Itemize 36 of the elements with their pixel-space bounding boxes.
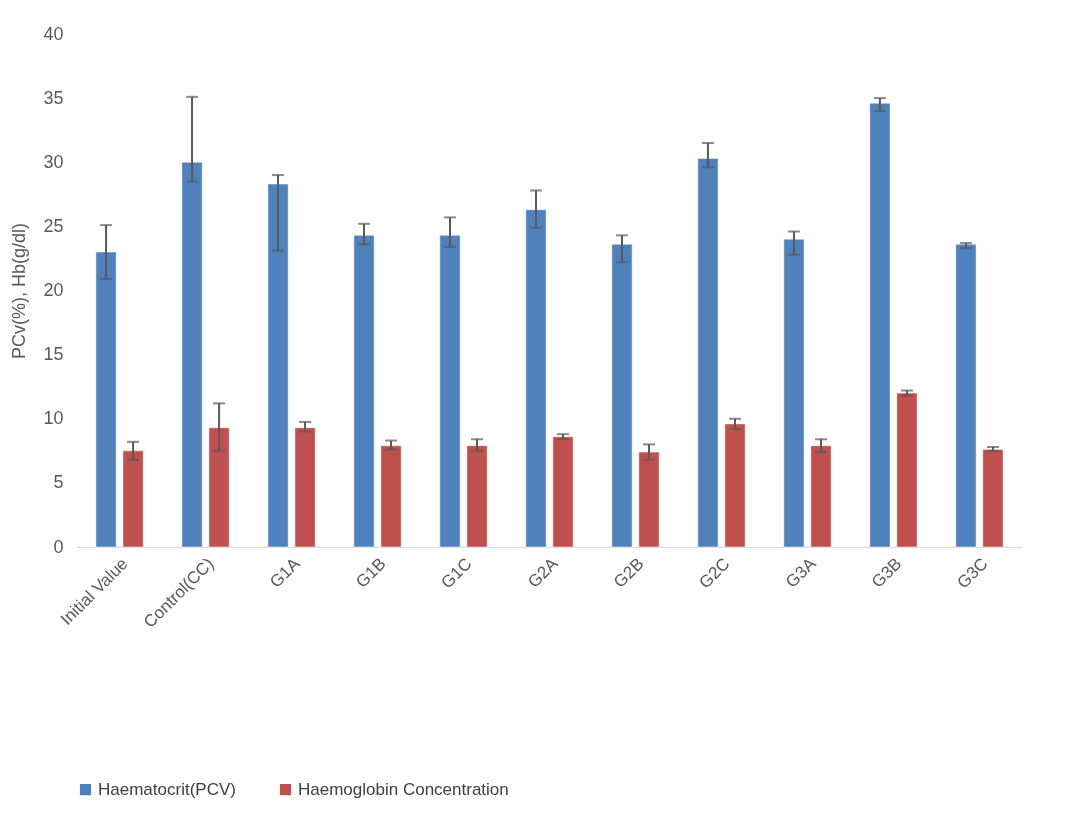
bar — [267, 183, 289, 548]
y-tick-label: 25 — [43, 215, 64, 236]
bar — [525, 209, 547, 548]
bar — [810, 445, 832, 548]
x-tick-label: G2B — [610, 554, 648, 592]
bar — [208, 427, 230, 548]
y-tick-label: 15 — [43, 344, 64, 365]
bar — [294, 427, 316, 548]
legend-label: Haemoglobin Concentration — [298, 779, 509, 799]
bar — [697, 157, 719, 548]
y-tick-label: 10 — [43, 408, 64, 429]
legend-label: Haematocrit(PCV) — [98, 779, 236, 799]
bar — [955, 243, 977, 548]
y-tick-label: 30 — [43, 151, 64, 172]
bar — [439, 234, 461, 548]
x-tick-label: G2A — [524, 553, 562, 592]
y-tick-label: 40 — [43, 23, 64, 44]
x-tick-label: G1B — [352, 554, 390, 592]
bar — [611, 243, 633, 548]
y-tick-label: 20 — [43, 280, 64, 300]
bar — [353, 234, 375, 548]
bar — [466, 445, 488, 548]
y-tick-label: 5 — [53, 472, 64, 493]
x-tick-label: G1A — [266, 553, 305, 592]
bar — [724, 423, 746, 548]
bar — [638, 451, 660, 548]
bar — [181, 161, 203, 548]
x-tick-label: G3B — [867, 554, 906, 592]
y-tick-label: 35 — [43, 87, 64, 108]
bar — [783, 238, 805, 548]
bar — [95, 251, 117, 548]
y-tick-label: 0 — [53, 536, 64, 557]
y-axis-title: PCv(%), Hb(g/dl) — [9, 222, 30, 360]
bar — [122, 450, 144, 548]
x-tick-label: G3A — [781, 553, 820, 592]
bar — [380, 445, 402, 548]
